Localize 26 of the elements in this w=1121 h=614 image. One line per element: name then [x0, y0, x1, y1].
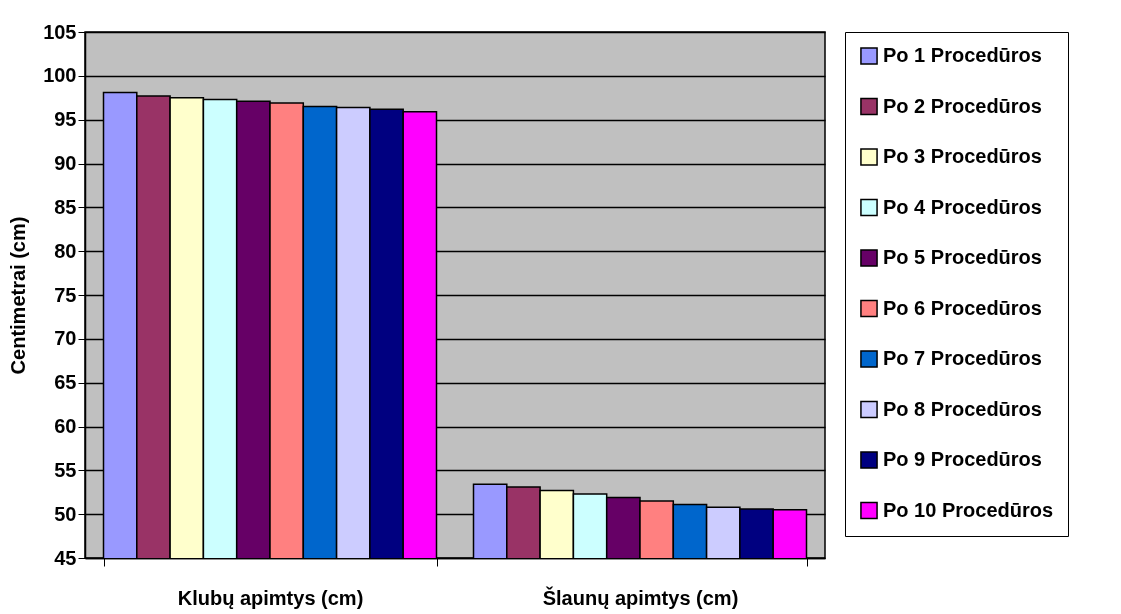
y-tick-label: 80 — [54, 239, 77, 262]
legend-label: Po 8 Procedūros — [883, 397, 1042, 420]
y-tick-label: 75 — [54, 283, 77, 306]
x-tick-label: Šlaunų apimtys (cm) — [542, 585, 739, 609]
y-tick-label: 60 — [54, 415, 77, 437]
y-tick-label: 65 — [54, 371, 77, 394]
legend-label: Po 10 Procedūros — [883, 498, 1054, 521]
legend-label: Po 5 Procedūros — [883, 246, 1042, 268]
y-tick-label: 85 — [54, 195, 77, 218]
y-tick-label: 95 — [54, 108, 77, 131]
y-axis-title: Centimetrai (cm) — [7, 216, 30, 375]
y-tick-label: 50 — [54, 502, 77, 525]
legend-label: Po 2 Procedūros — [883, 94, 1042, 117]
y-tick-label: 90 — [54, 152, 77, 174]
legend-label: Po 9 Procedūros — [883, 448, 1042, 470]
legend-label: Po 1 Procedūros — [883, 44, 1042, 66]
y-tick-label: 105 — [43, 20, 77, 43]
legend-label: Po 6 Procedūros — [883, 296, 1042, 319]
y-tick-label: 55 — [54, 458, 77, 481]
y-tick-label: 45 — [54, 546, 77, 569]
legend-label: Po 4 Procedūros — [883, 195, 1042, 218]
x-tick-label: Klubų apimtys (cm) — [177, 586, 364, 609]
y-tick-label: 70 — [54, 327, 77, 350]
y-tick-label: 100 — [43, 64, 77, 87]
legend-label: Po 3 Procedūros — [883, 145, 1042, 167]
legend-label: Po 7 Procedūros — [883, 347, 1042, 369]
